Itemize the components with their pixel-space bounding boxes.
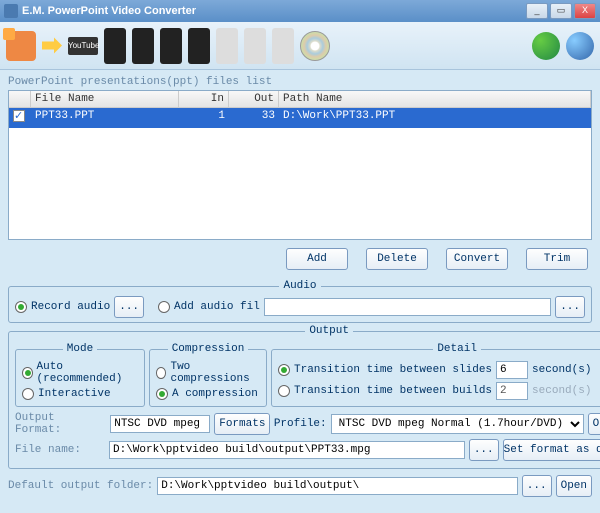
youtube-icon: YouTube bbox=[68, 37, 98, 55]
seconds-unit: second(s) bbox=[532, 385, 591, 397]
open-folder-button[interactable]: Open bbox=[556, 475, 592, 497]
output-legend: Output bbox=[305, 325, 353, 337]
filename-label: File name: bbox=[15, 444, 105, 456]
mode-interactive-label: Interactive bbox=[38, 388, 111, 400]
window-title: E.M. PowerPoint Video Converter bbox=[22, 5, 524, 17]
transition-builds-label: Transition time between builds bbox=[294, 385, 492, 397]
default-folder-label: Default output folder: bbox=[8, 480, 153, 492]
col-filename[interactable]: File Name bbox=[31, 91, 179, 107]
row-checkbox[interactable] bbox=[13, 110, 25, 122]
files-list-header: File Name In Out Path Name bbox=[9, 91, 591, 108]
one-compression-radio[interactable] bbox=[156, 388, 168, 400]
audio-browse-button[interactable]: ... bbox=[555, 296, 585, 318]
app-icon bbox=[4, 4, 18, 18]
device-icon bbox=[132, 28, 154, 64]
cell-filename: PPT33.PPT bbox=[31, 108, 179, 128]
device-icon bbox=[104, 28, 126, 64]
compression-legend: Compression bbox=[168, 343, 249, 355]
title-bar: E.M. PowerPoint Video Converter _ ▭ X bbox=[0, 0, 600, 22]
output-format-label: Output Format: bbox=[15, 412, 106, 436]
filename-input[interactable] bbox=[109, 441, 465, 459]
detail-group: Detail Transition time between slides se… bbox=[271, 343, 600, 407]
two-compressions-label: Two compressions bbox=[170, 361, 260, 385]
cell-path: D:\Work\PPT33.PPT bbox=[279, 108, 591, 128]
audio-file-input[interactable] bbox=[264, 298, 551, 316]
record-audio-label: Record audio bbox=[31, 301, 110, 313]
record-audio-browse[interactable]: ... bbox=[114, 296, 144, 318]
mode-group: Mode Auto (recommended) Interactive bbox=[15, 343, 145, 407]
record-audio-radio[interactable] bbox=[15, 301, 27, 313]
profile-label: Profile: bbox=[274, 418, 327, 430]
office-icon bbox=[6, 31, 36, 61]
delete-button[interactable]: Delete bbox=[366, 248, 428, 270]
transition-slides-label: Transition time between slides bbox=[294, 364, 492, 376]
arrow-icon bbox=[42, 36, 62, 56]
device-icon bbox=[244, 28, 266, 64]
default-folder-input[interactable] bbox=[157, 477, 518, 495]
add-button[interactable]: Add bbox=[286, 248, 348, 270]
formats-button[interactable]: Formats bbox=[214, 413, 270, 435]
audio-group: Audio Record audio ... Add audio fil ... bbox=[8, 280, 592, 323]
mode-auto-label: Auto (recommended) bbox=[37, 361, 138, 385]
one-compression-label: A compression bbox=[172, 388, 258, 400]
profile-select[interactable]: NTSC DVD mpeg Normal (1.7hour/DVD) bbox=[331, 414, 584, 434]
col-out[interactable]: Out bbox=[229, 91, 279, 107]
files-list: File Name In Out Path Name PPT33.PPT 1 3… bbox=[8, 90, 592, 240]
default-folder-browse-button[interactable]: ... bbox=[522, 475, 552, 497]
device-icon bbox=[188, 28, 210, 64]
device-icon bbox=[272, 28, 294, 64]
transition-slides-radio[interactable] bbox=[278, 364, 290, 376]
mode-legend: Mode bbox=[63, 343, 97, 355]
device-icon bbox=[160, 28, 182, 64]
add-audio-label: Add audio fil bbox=[174, 301, 260, 313]
help-icon[interactable] bbox=[566, 32, 594, 60]
close-button[interactable]: X bbox=[574, 3, 596, 19]
two-compressions-radio[interactable] bbox=[156, 367, 166, 379]
convert-button[interactable]: Convert bbox=[446, 248, 508, 270]
col-in[interactable]: In bbox=[179, 91, 229, 107]
banner: YouTube bbox=[0, 22, 600, 70]
mode-auto-radio[interactable] bbox=[22, 367, 33, 379]
detail-legend: Detail bbox=[433, 343, 481, 355]
minimize-button[interactable]: _ bbox=[526, 3, 548, 19]
cell-in: 1 bbox=[179, 108, 229, 128]
builds-seconds-input bbox=[496, 382, 528, 400]
disc-icon bbox=[300, 31, 330, 61]
output-format-input[interactable] bbox=[110, 415, 210, 433]
maximize-button[interactable]: ▭ bbox=[550, 3, 572, 19]
cell-out: 33 bbox=[229, 108, 279, 128]
compression-group: Compression Two compressions A compressi… bbox=[149, 343, 267, 407]
set-default-button[interactable]: Set format as default bbox=[503, 439, 600, 461]
device-icon bbox=[216, 28, 238, 64]
trim-button[interactable]: Trim bbox=[526, 248, 588, 270]
files-list-caption: PowerPoint presentations(ppt) files list bbox=[8, 76, 592, 88]
download-icon[interactable] bbox=[532, 32, 560, 60]
audio-legend: Audio bbox=[279, 280, 320, 292]
seconds-unit: second(s) bbox=[532, 364, 591, 376]
mode-interactive-radio[interactable] bbox=[22, 388, 34, 400]
table-row[interactable]: PPT33.PPT 1 33 D:\Work\PPT33.PPT bbox=[9, 108, 591, 128]
options-button[interactable]: Options bbox=[588, 413, 600, 435]
output-group: Output Mode Auto (recommended) Interacti… bbox=[8, 325, 600, 469]
transition-builds-radio[interactable] bbox=[278, 385, 290, 397]
col-path[interactable]: Path Name bbox=[279, 91, 591, 107]
slides-seconds-input[interactable] bbox=[496, 361, 528, 379]
add-audio-radio[interactable] bbox=[158, 301, 170, 313]
filename-browse-button[interactable]: ... bbox=[469, 439, 499, 461]
